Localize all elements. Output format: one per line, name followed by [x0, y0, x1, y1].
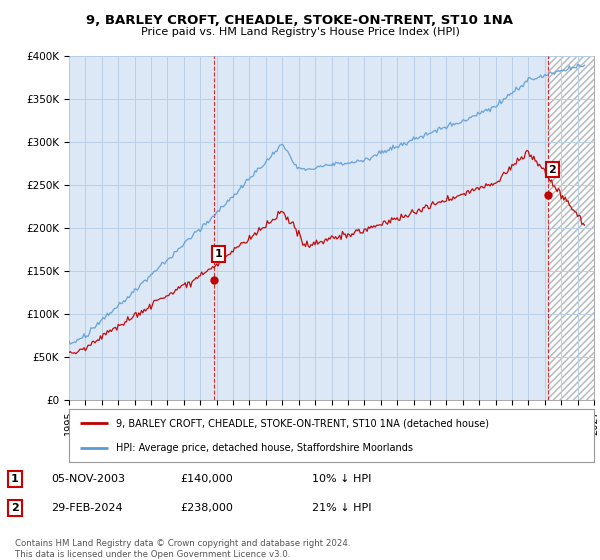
Text: 2: 2 [548, 165, 556, 175]
Text: 05-NOV-2003: 05-NOV-2003 [51, 474, 125, 484]
Text: 29-FEB-2024: 29-FEB-2024 [51, 503, 122, 513]
Text: HPI: Average price, detached house, Staffordshire Moorlands: HPI: Average price, detached house, Staf… [116, 442, 413, 452]
Text: 1: 1 [215, 249, 223, 259]
Text: 1: 1 [11, 474, 19, 484]
Text: 2: 2 [11, 503, 19, 513]
Text: Contains HM Land Registry data © Crown copyright and database right 2024.
This d: Contains HM Land Registry data © Crown c… [15, 539, 350, 559]
Text: 21% ↓ HPI: 21% ↓ HPI [312, 503, 371, 513]
Text: £238,000: £238,000 [180, 503, 233, 513]
Text: 10% ↓ HPI: 10% ↓ HPI [312, 474, 371, 484]
Bar [548, 56, 594, 400]
Text: £140,000: £140,000 [180, 474, 233, 484]
Text: 9, BARLEY CROFT, CHEADLE, STOKE-ON-TRENT, ST10 1NA: 9, BARLEY CROFT, CHEADLE, STOKE-ON-TRENT… [86, 14, 514, 27]
Text: Price paid vs. HM Land Registry's House Price Index (HPI): Price paid vs. HM Land Registry's House … [140, 27, 460, 37]
Text: 9, BARLEY CROFT, CHEADLE, STOKE-ON-TRENT, ST10 1NA (detached house): 9, BARLEY CROFT, CHEADLE, STOKE-ON-TRENT… [116, 418, 489, 428]
